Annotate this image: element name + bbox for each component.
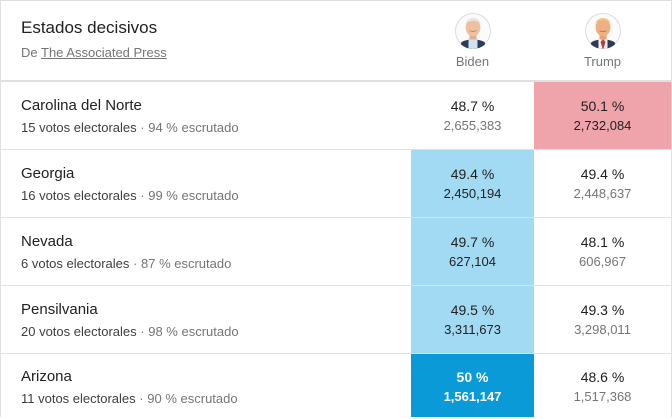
biden-result-cell: 49.4 % 2,450,194 [411, 150, 534, 217]
state-name: Pensilvania [21, 300, 98, 318]
state-meta: 6 votos electorales · 87 % escrutado [21, 256, 411, 271]
percent-value: 49.4 % [450, 166, 495, 182]
ap-source-link[interactable]: The Associated Press [41, 45, 167, 60]
vote-count: 2,655,383 [443, 118, 502, 133]
vote-count: 3,311,673 [444, 322, 501, 337]
electoral-votes-label: 6 votos electorales [21, 255, 130, 271]
percent-value: 49.3 % [580, 302, 625, 318]
electoral-votes-label: 15 votos electorales [21, 119, 137, 135]
state-name: Carolina del Norte [21, 96, 142, 114]
separator-dot: · [133, 255, 138, 271]
trump-result-cell: 49.4 % 2,448,637 [534, 150, 671, 217]
state-meta: 20 votos electorales · 98 % escrutado [21, 324, 411, 339]
percent-value: 48.1 % [580, 234, 625, 250]
separator-dot: · [140, 323, 145, 339]
trump-result-cell: 48.1 % 606,967 [534, 218, 671, 285]
state-info: Georgia 16 votos electorales · 99 % escr… [1, 150, 411, 217]
state-meta: 15 votos electorales · 94 % escrutado [21, 120, 411, 135]
state-name: Nevada [21, 232, 73, 250]
percent-value: 50 % [456, 369, 489, 385]
byline-prefix: De [21, 45, 38, 60]
reporting-label: 98 % escrutado [148, 323, 239, 339]
header-text-block: Estados decisivos De The Associated Pres… [1, 1, 411, 80]
candidate-header-trump: Trump [534, 1, 671, 80]
percent-value: 48.7 % [450, 98, 495, 114]
reporting-label: 90 % escrutado [147, 390, 238, 406]
state-row-georgia: Georgia 16 votos electorales · 99 % escr… [1, 149, 671, 217]
state-info: Arizona 11 votos electorales · 90 % escr… [1, 354, 411, 417]
percent-value: 49.7 % [450, 234, 495, 250]
biden-result-cell: 48.7 % 2,655,383 [411, 82, 534, 149]
state-info: Carolina del Norte 15 votos electorales … [1, 82, 411, 149]
state-meta: 11 votos electorales · 90 % escrutado [21, 391, 411, 406]
candidate-name-trump: Trump [583, 54, 622, 69]
electoral-votes-label: 11 votos electorales [21, 390, 136, 406]
biden-result-cell: 49.5 % 3,311,673 [411, 286, 534, 353]
reporting-label: 94 % escrutado [148, 119, 239, 135]
card-header: Estados decisivos De The Associated Pres… [1, 1, 671, 81]
candidate-header-biden: Biden [411, 1, 534, 80]
percent-value: 49.5 % [450, 302, 495, 318]
page-title: Estados decisivos [21, 18, 158, 37]
vote-count: 1,517,368 [573, 389, 632, 404]
state-info: Nevada 6 votos electorales · 87 % escrut… [1, 218, 411, 285]
state-row-arizona: Arizona 11 votos electorales · 90 % escr… [1, 353, 671, 417]
electoral-votes-label: 16 votos electorales [21, 187, 137, 203]
state-meta: 16 votos electorales · 99 % escrutado [21, 188, 411, 203]
vote-count: 606,967 [579, 254, 626, 269]
biden-result-cell: 50 % 1,561,147 [411, 354, 534, 417]
separator-dot: · [139, 390, 144, 406]
separator-dot: · [140, 187, 145, 203]
electoral-votes-label: 20 votos electorales [21, 323, 137, 339]
state-row-pensilvania: Pensilvania 20 votos electorales · 98 % … [1, 285, 671, 353]
state-info: Pensilvania 20 votos electorales · 98 % … [1, 286, 411, 353]
biden-result-cell: 49.7 % 627,104 [411, 218, 534, 285]
state-name: Arizona [21, 367, 72, 385]
trump-result-cell: 50.1 % 2,732,084 [534, 82, 671, 149]
candidate-name-biden: Biden [455, 54, 490, 69]
percent-value: 50.1 % [580, 98, 625, 114]
vote-count: 3,298,011 [574, 322, 631, 337]
percent-value: 49.4 % [580, 166, 625, 182]
biden-avatar-icon [454, 13, 491, 49]
vote-count: 2,448,637 [573, 186, 632, 201]
trump-result-cell: 48.6 % 1,517,368 [534, 354, 671, 417]
vote-count: 2,450,194 [443, 186, 502, 201]
state-name: Georgia [21, 164, 75, 182]
state-row-carolina-del-norte: Carolina del Norte 15 votos electorales … [1, 81, 671, 149]
vote-count: 1,561,147 [443, 389, 502, 404]
byline: De The Associated Press [21, 45, 411, 60]
trump-result-cell: 49.3 % 3,298,011 [534, 286, 671, 353]
state-row-nevada: Nevada 6 votos electorales · 87 % escrut… [1, 217, 671, 285]
vote-count: 2,732,084 [573, 118, 632, 133]
percent-value: 48.6 % [580, 369, 625, 385]
trump-avatar-icon [584, 13, 621, 49]
reporting-label: 99 % escrutado [148, 187, 239, 203]
separator-dot: · [140, 119, 145, 135]
vote-count: 627,104 [449, 254, 496, 269]
reporting-label: 87 % escrutado [141, 255, 232, 271]
